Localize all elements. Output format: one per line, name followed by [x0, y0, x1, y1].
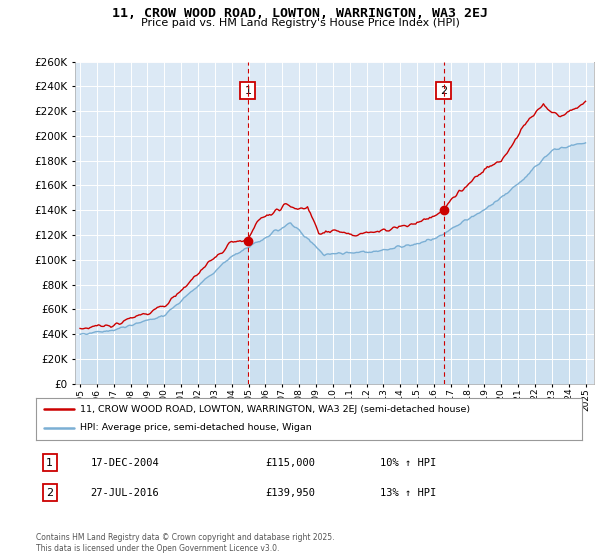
Text: HPI: Average price, semi-detached house, Wigan: HPI: Average price, semi-detached house,… [80, 423, 311, 432]
Text: £115,000: £115,000 [265, 458, 316, 468]
Text: Price paid vs. HM Land Registry's House Price Index (HPI): Price paid vs. HM Land Registry's House … [140, 18, 460, 28]
Text: £139,950: £139,950 [265, 488, 316, 498]
Text: 11, CROW WOOD ROAD, LOWTON, WARRINGTON, WA3 2EJ (semi-detached house): 11, CROW WOOD ROAD, LOWTON, WARRINGTON, … [80, 405, 470, 414]
Text: 1: 1 [244, 86, 251, 96]
Text: Contains HM Land Registry data © Crown copyright and database right 2025.
This d: Contains HM Land Registry data © Crown c… [36, 533, 335, 553]
Text: 13% ↑ HPI: 13% ↑ HPI [380, 488, 436, 498]
Text: 2: 2 [46, 488, 53, 498]
Text: 11, CROW WOOD ROAD, LOWTON, WARRINGTON, WA3 2EJ: 11, CROW WOOD ROAD, LOWTON, WARRINGTON, … [112, 7, 488, 20]
Text: 10% ↑ HPI: 10% ↑ HPI [380, 458, 436, 468]
Text: 27-JUL-2016: 27-JUL-2016 [91, 488, 160, 498]
Text: 1: 1 [46, 458, 53, 468]
Text: 17-DEC-2004: 17-DEC-2004 [91, 458, 160, 468]
Text: 2: 2 [440, 86, 447, 96]
